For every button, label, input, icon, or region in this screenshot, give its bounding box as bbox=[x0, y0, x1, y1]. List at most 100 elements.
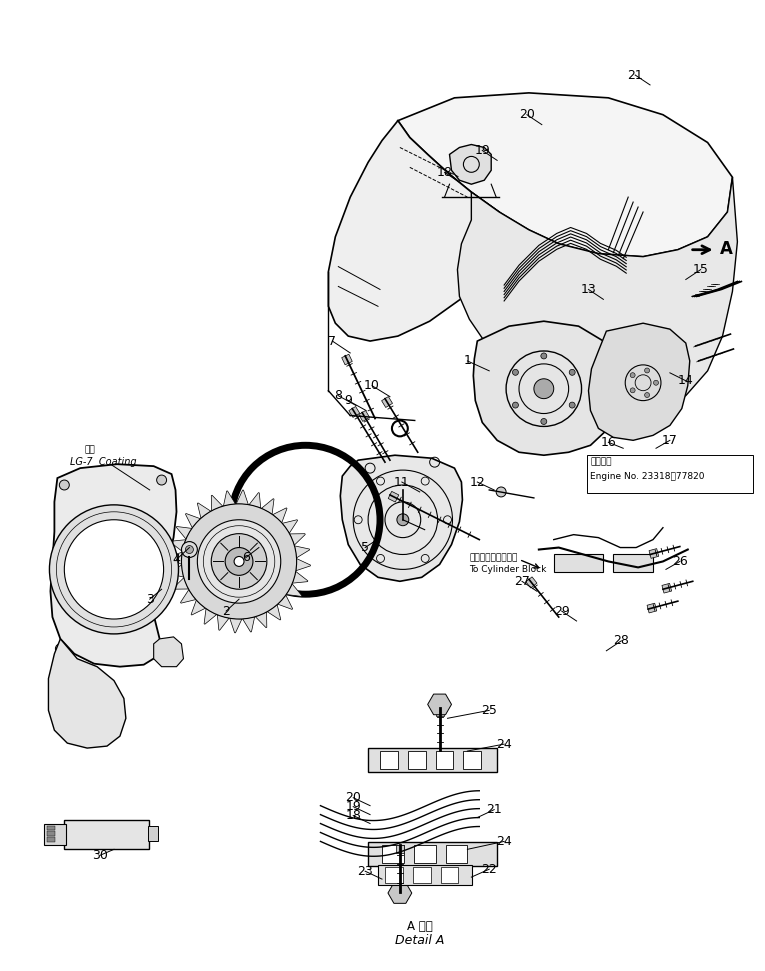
Circle shape bbox=[541, 353, 547, 359]
Circle shape bbox=[569, 369, 575, 376]
Polygon shape bbox=[181, 589, 196, 603]
Bar bbox=[413, 867, 431, 883]
Text: 19: 19 bbox=[474, 144, 490, 157]
Polygon shape bbox=[217, 615, 229, 630]
Polygon shape bbox=[396, 846, 404, 854]
Bar bbox=[408, 751, 425, 769]
Polygon shape bbox=[450, 145, 491, 184]
Polygon shape bbox=[168, 552, 182, 564]
Text: 6: 6 bbox=[242, 551, 250, 564]
Polygon shape bbox=[649, 549, 659, 558]
Circle shape bbox=[541, 419, 547, 424]
Text: 塗布: 塗布 bbox=[84, 446, 95, 454]
Circle shape bbox=[211, 534, 267, 589]
Circle shape bbox=[197, 519, 281, 603]
Polygon shape bbox=[359, 411, 369, 421]
Polygon shape bbox=[176, 526, 192, 539]
Text: 18: 18 bbox=[437, 166, 452, 179]
Text: シリンダブロックへ: シリンダブロックへ bbox=[470, 552, 518, 562]
Text: To Cylinder Block: To Cylinder Block bbox=[470, 565, 547, 574]
Text: Engine No. 23318－77820: Engine No. 23318－77820 bbox=[591, 472, 705, 481]
Bar bbox=[64, 820, 148, 850]
Circle shape bbox=[645, 368, 649, 373]
Polygon shape bbox=[398, 93, 732, 256]
Circle shape bbox=[645, 392, 649, 397]
Text: 10: 10 bbox=[364, 380, 380, 392]
Circle shape bbox=[60, 480, 70, 490]
Bar bbox=[445, 846, 467, 863]
Text: LG-7  Coating: LG-7 Coating bbox=[70, 457, 137, 467]
Circle shape bbox=[157, 475, 167, 485]
Polygon shape bbox=[435, 709, 444, 717]
Circle shape bbox=[653, 381, 659, 385]
Bar bbox=[368, 748, 497, 772]
Text: 17: 17 bbox=[662, 434, 678, 447]
Text: 26: 26 bbox=[672, 555, 688, 568]
Bar bbox=[587, 455, 754, 493]
Polygon shape bbox=[349, 407, 360, 418]
Text: 21: 21 bbox=[627, 69, 643, 82]
Circle shape bbox=[234, 556, 244, 566]
Text: 9: 9 bbox=[344, 394, 352, 407]
Polygon shape bbox=[262, 499, 274, 515]
Circle shape bbox=[630, 387, 635, 393]
Circle shape bbox=[496, 487, 506, 497]
Polygon shape bbox=[171, 540, 186, 552]
Circle shape bbox=[55, 644, 65, 653]
Circle shape bbox=[64, 519, 164, 619]
Bar bbox=[441, 867, 458, 883]
Bar bbox=[380, 751, 398, 769]
Text: 24: 24 bbox=[496, 738, 512, 751]
Polygon shape bbox=[295, 546, 310, 558]
Polygon shape bbox=[48, 639, 126, 748]
Bar bbox=[368, 843, 497, 866]
Circle shape bbox=[630, 373, 635, 378]
Polygon shape bbox=[191, 600, 206, 615]
Polygon shape bbox=[50, 464, 177, 667]
Circle shape bbox=[181, 542, 197, 557]
Text: 22: 22 bbox=[481, 862, 497, 876]
Bar bbox=[435, 751, 454, 769]
Circle shape bbox=[185, 546, 194, 553]
Text: 29: 29 bbox=[554, 605, 570, 618]
Bar bbox=[554, 554, 604, 572]
Text: 20: 20 bbox=[345, 791, 361, 804]
Circle shape bbox=[513, 369, 519, 376]
Circle shape bbox=[534, 379, 554, 399]
Polygon shape bbox=[236, 490, 249, 505]
Text: 13: 13 bbox=[581, 283, 597, 296]
Text: 5: 5 bbox=[361, 541, 369, 554]
Circle shape bbox=[161, 639, 171, 649]
Polygon shape bbox=[340, 455, 462, 582]
Text: 27: 27 bbox=[514, 575, 530, 587]
Bar bbox=[47, 837, 55, 843]
Circle shape bbox=[397, 514, 409, 525]
Polygon shape bbox=[428, 694, 451, 715]
Polygon shape bbox=[457, 178, 737, 413]
Text: 15: 15 bbox=[693, 263, 708, 276]
Polygon shape bbox=[647, 603, 657, 613]
Polygon shape bbox=[278, 595, 293, 610]
Circle shape bbox=[225, 548, 253, 576]
Bar bbox=[385, 867, 403, 883]
Circle shape bbox=[513, 402, 519, 408]
Text: 14: 14 bbox=[678, 374, 694, 387]
Text: 23: 23 bbox=[357, 865, 373, 878]
Text: 18: 18 bbox=[345, 809, 361, 822]
Polygon shape bbox=[296, 558, 311, 571]
Polygon shape bbox=[223, 491, 236, 506]
Bar bbox=[414, 846, 435, 863]
Text: 25: 25 bbox=[481, 704, 497, 717]
Polygon shape bbox=[286, 584, 302, 596]
Polygon shape bbox=[588, 323, 690, 440]
Polygon shape bbox=[211, 495, 223, 511]
Text: 2: 2 bbox=[222, 605, 230, 618]
Polygon shape bbox=[388, 883, 412, 903]
Text: 12: 12 bbox=[470, 476, 485, 488]
Polygon shape bbox=[230, 619, 242, 633]
Circle shape bbox=[181, 504, 297, 619]
Text: 4: 4 bbox=[173, 552, 181, 566]
Polygon shape bbox=[204, 609, 216, 624]
Text: 19: 19 bbox=[345, 800, 361, 813]
Bar bbox=[464, 751, 481, 769]
